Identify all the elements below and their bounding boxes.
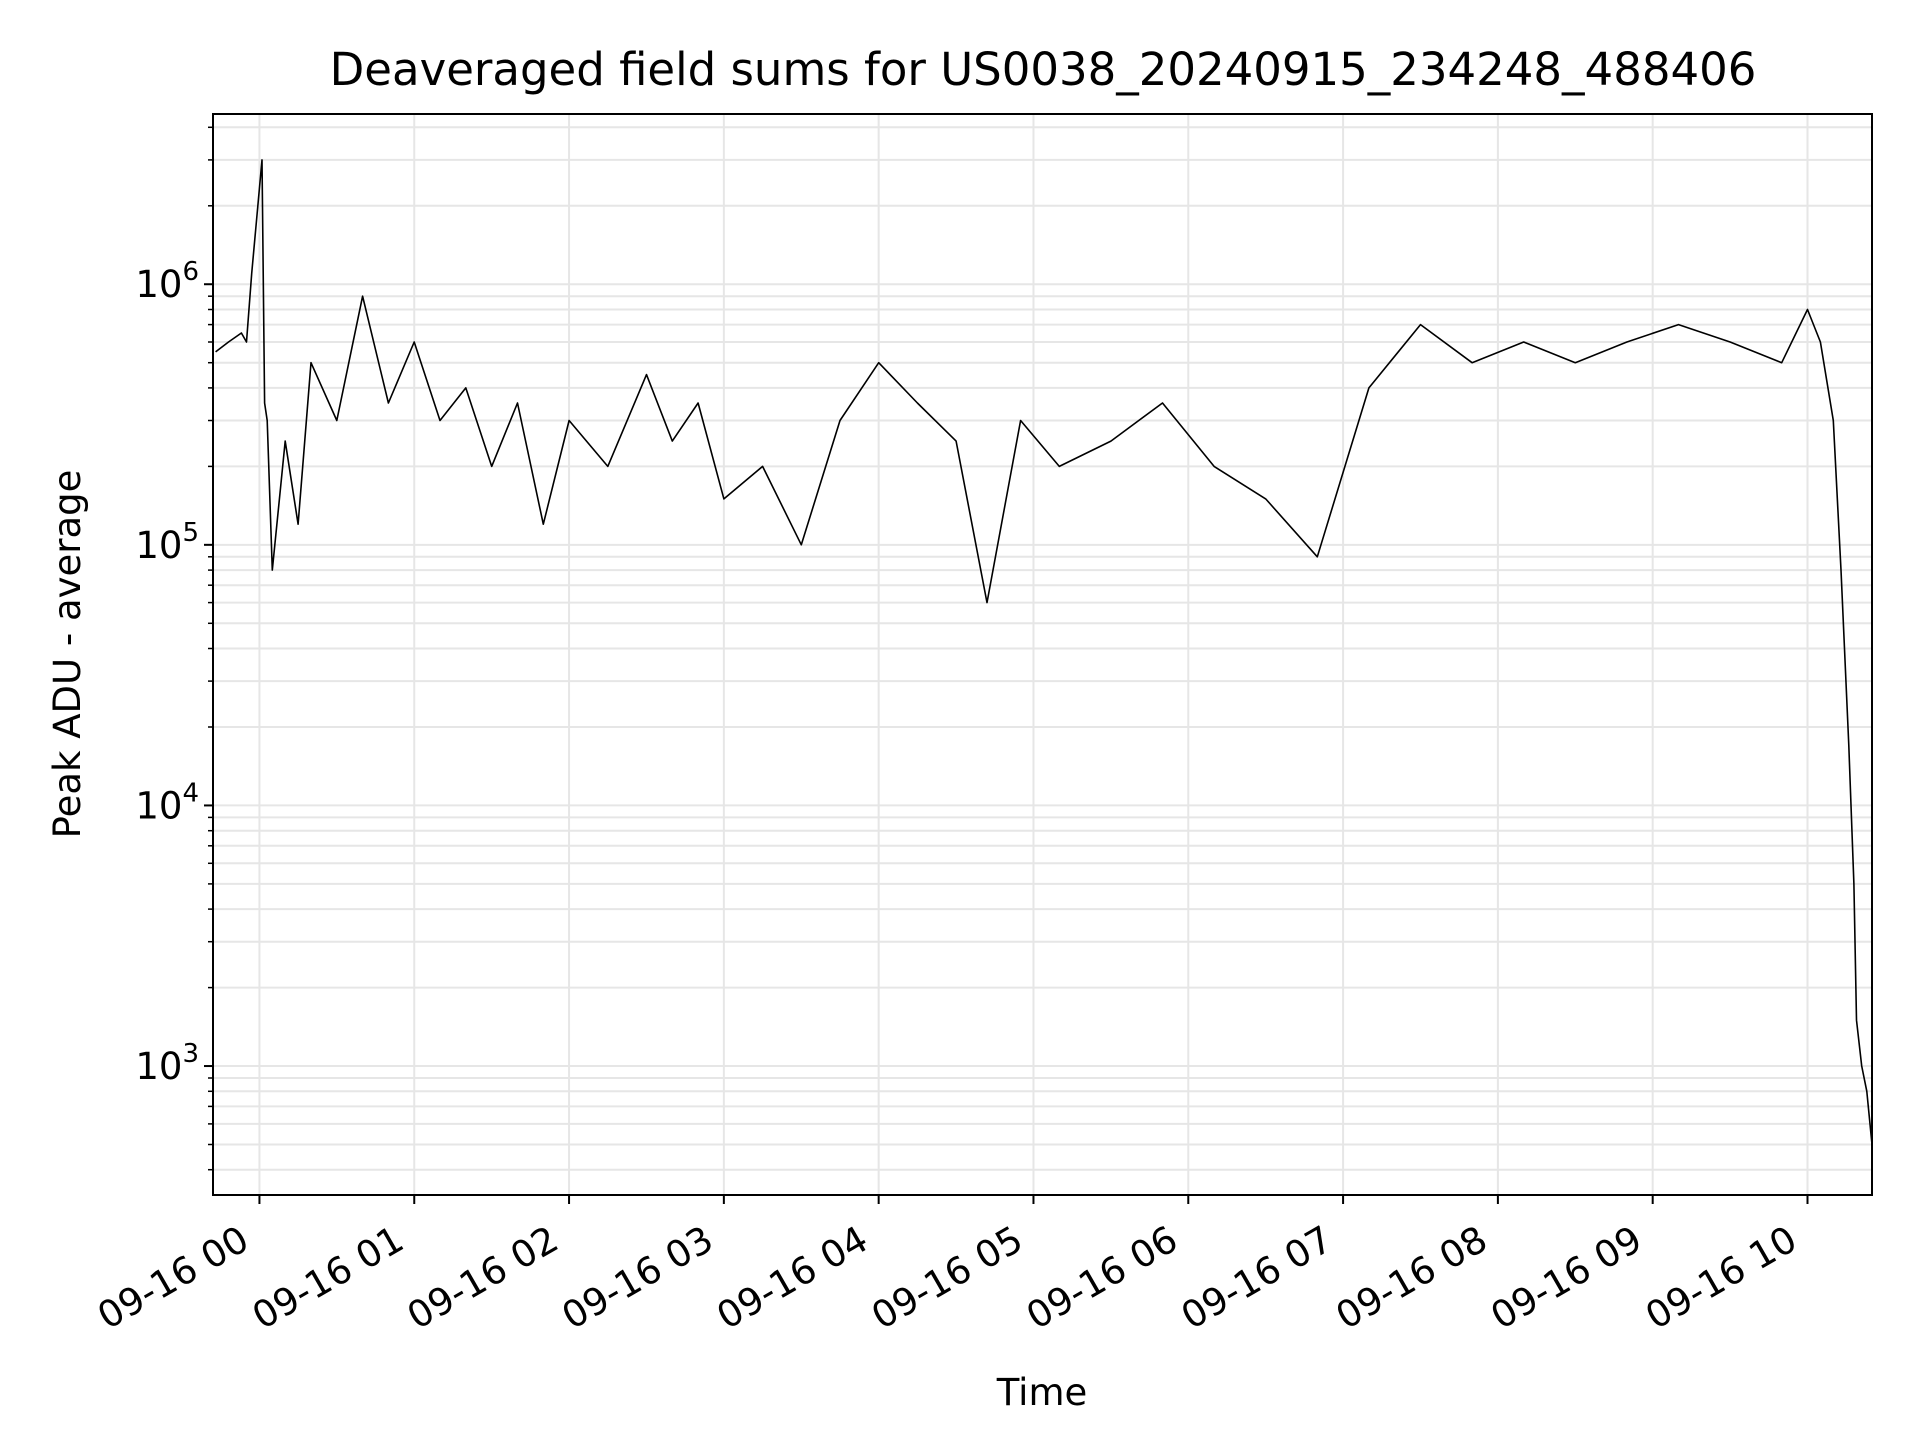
y-axis: 103 104 105 106 [135,126,213,1171]
series-group [215,159,1873,1145]
y-tick-label: 103 [135,1039,199,1088]
y-axis-label: Peak ADU - average [46,470,89,839]
plot-frame [212,113,1873,1196]
series-line [215,159,1873,1145]
chart-title: Deaveraged field sums for US0038_2024091… [330,43,1757,96]
y-tick-label: 106 [135,257,199,306]
y-tick-label: 105 [135,518,199,567]
x-axis-label: Time [996,1371,1088,1414]
grid-lines [213,114,1872,1195]
y-tick-label: 104 [135,778,199,827]
